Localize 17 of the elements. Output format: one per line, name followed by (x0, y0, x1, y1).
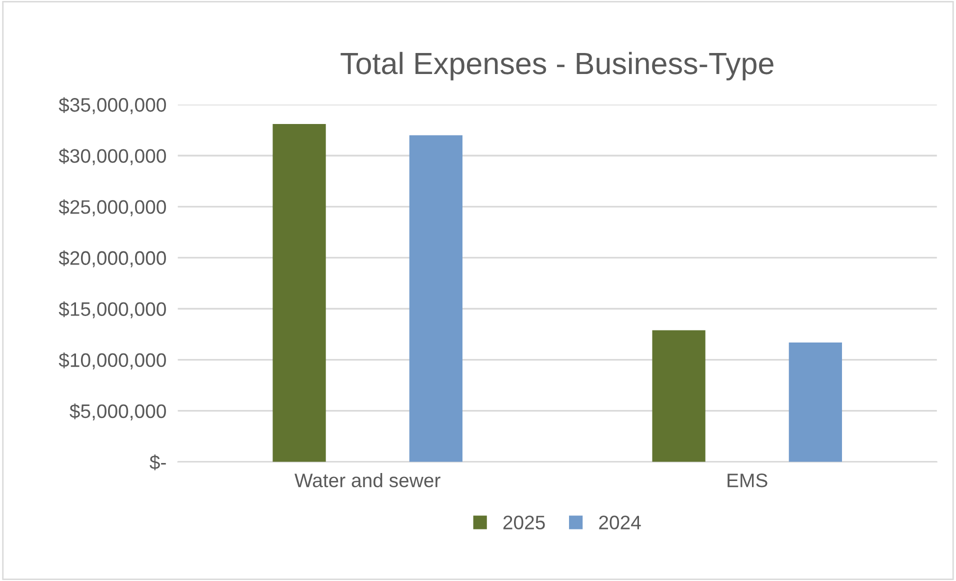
legend-label: 2025 (503, 516, 545, 530)
bar (409, 135, 462, 462)
x-tick-label: EMS (728, 474, 768, 488)
bar (788, 342, 842, 462)
y-tick-label: $5,000,000 (70, 404, 166, 420)
bar (652, 330, 706, 462)
y-tick-label: $35,000,000 (58, 97, 166, 114)
y-tick-label: $15,000,000 (58, 301, 166, 318)
y-tick-label: $- (150, 454, 166, 470)
y-tick-label: $25,000,000 (58, 199, 166, 216)
y-tick-label: $20,000,000 (58, 250, 166, 268)
y-tick-label: $10,000,000 (58, 352, 166, 370)
chart-title: Total Expenses - Business-Type (340, 52, 774, 80)
bar (272, 124, 326, 462)
y-tick-label: $30,000,000 (58, 148, 166, 166)
legend-label: 2024 (599, 516, 641, 530)
x-tick-label: Water and sewer (294, 473, 440, 488)
